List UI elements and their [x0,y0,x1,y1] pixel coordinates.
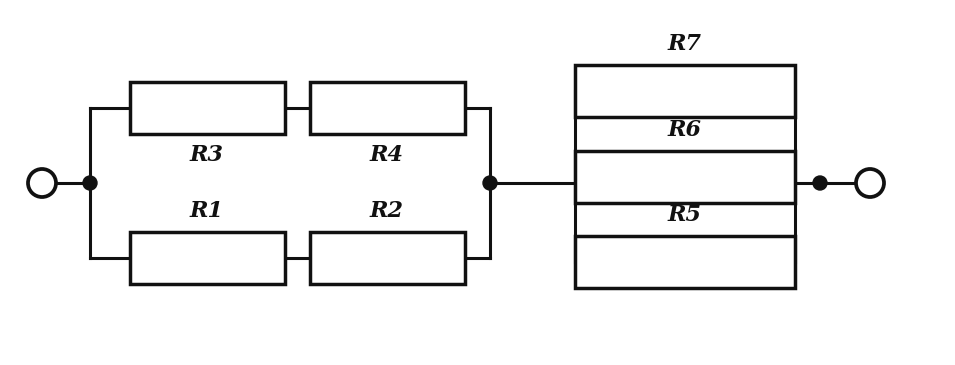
Circle shape [813,176,827,190]
Bar [575,65,795,117]
Bar [575,151,795,203]
Circle shape [28,169,56,197]
Text: R1: R1 [190,200,224,222]
Text: R6: R6 [668,119,702,141]
Bar [130,232,285,284]
Text: R2: R2 [370,200,404,222]
Circle shape [856,169,884,197]
Bar [575,236,795,288]
Bar [310,232,465,284]
Text: R4: R4 [370,144,404,166]
Bar [130,82,285,134]
Bar [310,82,465,134]
Circle shape [483,176,497,190]
Text: R3: R3 [190,144,224,166]
Text: R5: R5 [668,204,702,226]
Text: R7: R7 [668,33,702,55]
Circle shape [83,176,97,190]
